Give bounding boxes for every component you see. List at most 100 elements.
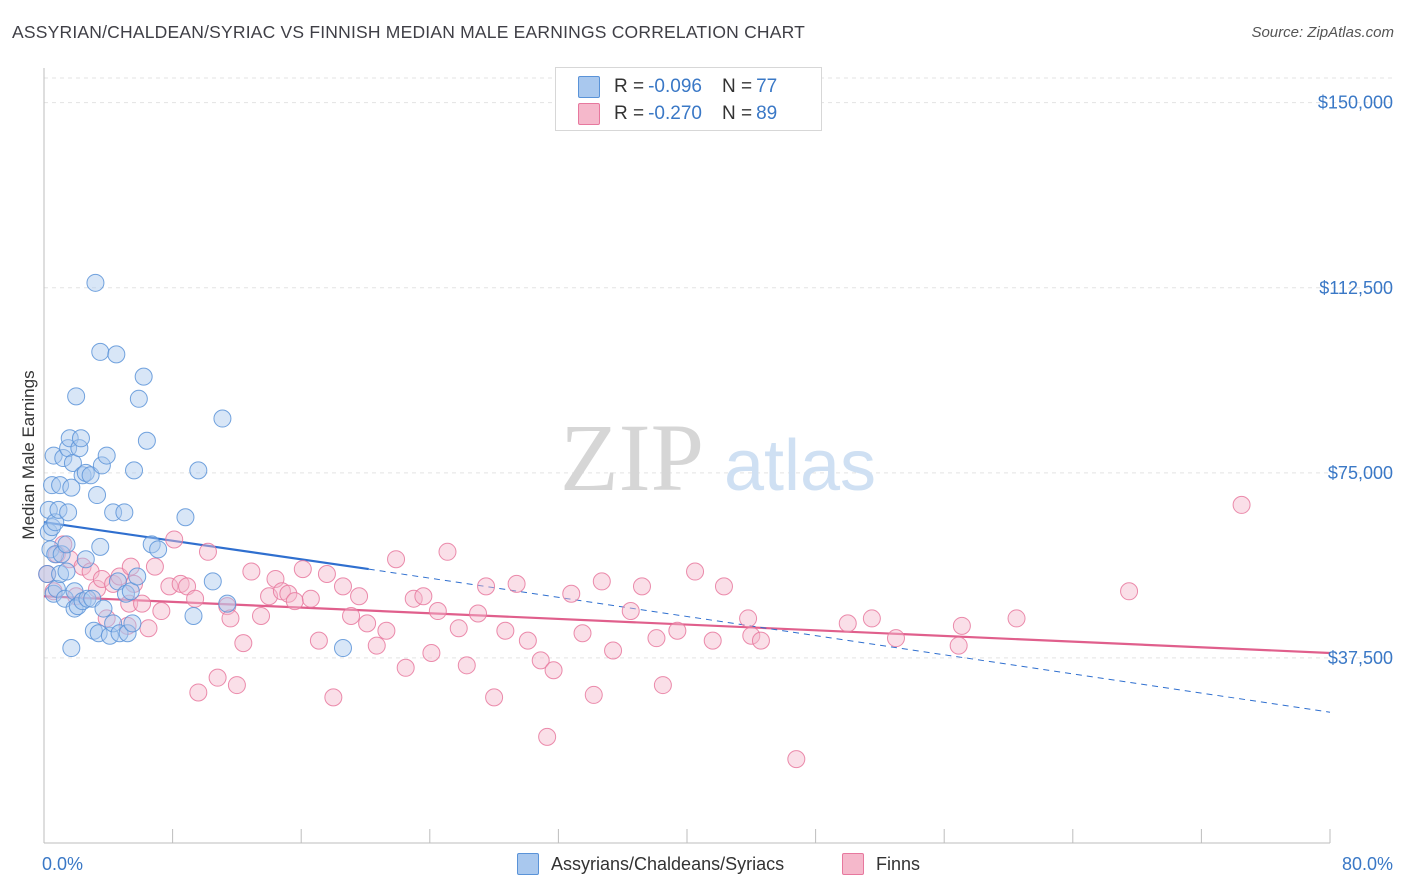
data-point [184,606,203,625]
data-point [531,651,550,670]
y-tick-label: $37,500 [1328,648,1393,668]
bottom-legend-label: Finns [876,853,921,874]
data-point [208,668,227,687]
data-point [714,577,733,596]
trend-line-assyrians [43,521,369,571]
data-point [604,641,623,660]
data-point [41,540,60,559]
y-axis-label: Median Male Earnings [19,370,38,539]
data-point [333,639,352,658]
data-point [742,626,761,645]
data-point [118,624,137,643]
data-point [787,750,806,769]
data-point [477,577,496,596]
data-point [952,616,971,635]
data-point [838,614,857,633]
data-point [703,631,722,650]
data-point [137,431,156,450]
legend-n-value: 77 [756,76,778,97]
legend-swatch-assyrians [578,76,600,98]
legend-r-value: -0.270 [648,103,702,124]
data-point [584,685,603,704]
data-point [309,631,328,650]
data-point [751,631,770,650]
trend-lines [43,521,1331,713]
data-point [293,560,312,579]
trend-line-assyrians-extension [368,568,1331,713]
y-tick-label: $150,000 [1318,93,1393,113]
data-point [203,572,222,591]
legend-r-value: -0.096 [648,76,702,97]
data-point [507,574,526,593]
data-point [57,535,76,554]
data-point [387,550,406,569]
data-point [88,486,107,505]
data-point [252,606,271,625]
data-point [1120,582,1139,601]
data-point [221,609,240,628]
data-point [125,461,144,480]
data-point [54,449,73,468]
data-point [632,577,651,596]
data-point [1232,495,1251,514]
data-point [350,587,369,606]
data-point [213,409,232,428]
data-point [123,614,142,633]
chart-title: ASSYRIAN/CHALDEAN/SYRIAC VS FINNISH MEDI… [12,22,806,42]
legend-swatch-finns [578,103,600,125]
data-point [496,621,515,640]
legend-n-value: 89 [756,103,778,124]
legend-n-label: N = [721,76,753,97]
data-point [104,574,123,593]
data-points [38,273,1251,769]
data-point [186,589,205,608]
data-point [116,584,135,603]
data-point [422,643,441,662]
data-point [76,463,95,482]
data-point [573,624,592,643]
data-point [52,545,71,564]
data-point [71,429,90,448]
data-point [234,634,253,653]
data-point [189,683,208,702]
data-point [377,621,396,640]
data-point [62,639,81,658]
watermark-zip: ZIP [560,404,704,511]
data-point [317,565,336,584]
bottom-legend-swatch-finns [842,853,864,875]
data-point [97,446,116,465]
data-point [324,688,343,707]
data-point [647,629,666,648]
data-point [91,342,110,361]
data-point [59,503,78,522]
data-point [1007,609,1026,628]
data-point [367,636,386,655]
data-point [115,503,134,522]
data-point [544,661,563,680]
data-point [396,658,415,677]
data-point [538,727,557,746]
legend-n-label: N = [721,103,753,124]
legend-r-label: R = [614,103,645,124]
data-point [449,619,468,638]
data-point [44,584,63,603]
data-point [562,584,581,603]
data-point [104,614,123,633]
watermark: ZIP atlas [560,404,876,511]
data-point [84,621,103,640]
y-tick-label: $112,500 [1319,278,1393,298]
data-point [91,537,110,556]
y-tick-labels: $37,500 $75,000 $112,500 $150,000 [1318,93,1393,668]
data-point [67,387,86,406]
data-point [862,609,881,628]
data-point [94,599,113,618]
data-point [285,592,304,611]
bottom-legend-swatch-assyrians [517,853,539,875]
data-point [457,656,476,675]
data-point [279,584,298,603]
data-point [621,602,640,621]
legend-r-label: R = [614,76,645,97]
bottom-legend-finns: Finns [842,852,920,876]
data-point [592,572,611,591]
